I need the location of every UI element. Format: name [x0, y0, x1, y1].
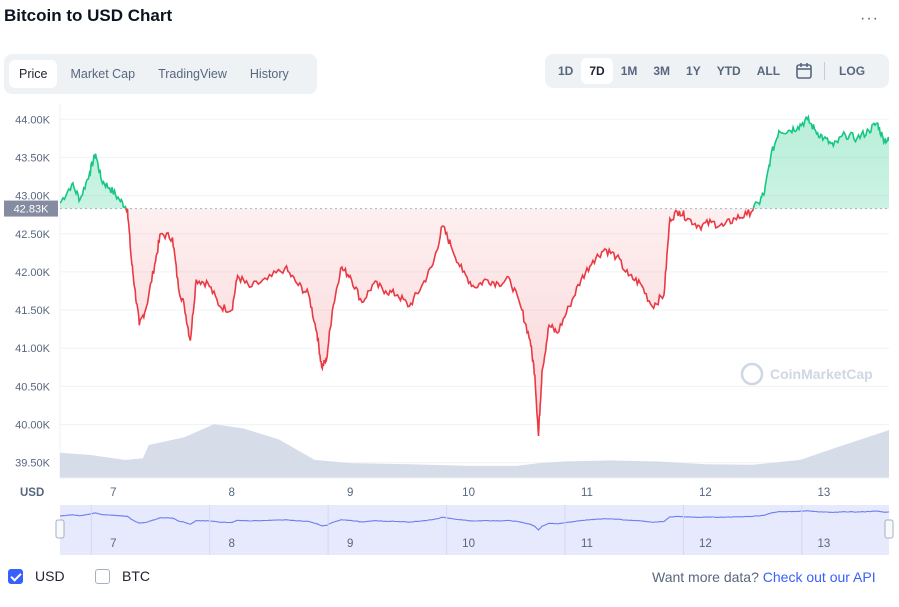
tab-market-cap[interactable]: Market Cap — [70, 67, 136, 81]
y-tick-label: 43.00K — [15, 191, 51, 203]
range-1d-button[interactable]: 1D — [558, 64, 574, 78]
y-tick-label: 41.00K — [15, 343, 51, 355]
x-tick-label: 7 — [110, 487, 116, 499]
tab-history[interactable]: History — [249, 67, 289, 81]
navigator-background — [60, 505, 889, 555]
navigator-label: 9 — [347, 538, 353, 550]
usd-label: USD — [35, 568, 65, 584]
y-tick-label: 44.00K — [15, 114, 51, 126]
x-tick-label: 13 — [817, 487, 830, 499]
navigator-label: 10 — [462, 538, 475, 550]
api-prompt-text: Want more data? — [652, 569, 759, 585]
usd-option[interactable]: USD — [8, 568, 65, 584]
navigator-label: 13 — [817, 538, 830, 550]
calendar-icon[interactable] — [794, 61, 814, 81]
api-prompt: Want more data? Check out our API — [652, 569, 876, 585]
x-tick-label: 11 — [581, 487, 593, 499]
range-1m-button[interactable]: 1M — [620, 64, 638, 78]
x-tick-label: 8 — [229, 487, 235, 499]
more-options-icon[interactable]: ··· — [860, 10, 879, 27]
watermark-text: CoinMarketCap — [770, 366, 873, 382]
y-tick-label: 39.50K — [15, 458, 51, 470]
range-3m-button[interactable]: 3M — [653, 64, 671, 78]
currency-axis-label: USD — [20, 487, 44, 499]
y-tick-label: 43.50K — [15, 152, 51, 164]
btc-checkbox[interactable] — [95, 568, 110, 584]
range-7d-button[interactable]: 7D — [581, 58, 613, 84]
y-tick-label: 42.50K — [15, 229, 51, 241]
x-tick-label: 9 — [347, 487, 353, 499]
chart-type-tabs: Price Market Cap TradingView History — [4, 54, 317, 94]
range-ytd-button[interactable]: YTD — [716, 64, 741, 78]
usd-checkbox[interactable] — [8, 568, 23, 584]
volume-area — [60, 424, 889, 478]
navigator-label: 11 — [581, 538, 593, 550]
navigator-left-handle[interactable] — [55, 519, 65, 539]
tab-tradingview[interactable]: TradingView — [158, 67, 227, 81]
y-tick-label: 41.50K — [15, 305, 51, 317]
reference-label: 42.83K — [14, 204, 50, 216]
btc-option[interactable]: BTC — [95, 568, 150, 584]
range-1y-button[interactable]: 1Y — [686, 64, 701, 78]
tab-price[interactable]: Price — [9, 60, 58, 88]
watermark: CoinMarketCap — [740, 362, 873, 386]
x-tick-label: 12 — [699, 487, 712, 499]
btc-label: BTC — [122, 568, 150, 584]
x-tick-label: 10 — [462, 487, 475, 499]
price-line-down — [125, 208, 755, 437]
y-tick-label: 42.00K — [15, 267, 51, 279]
range-all-button[interactable]: ALL — [756, 64, 781, 78]
divider — [824, 62, 826, 80]
navigator-right-handle[interactable] — [884, 519, 894, 539]
price-area-down — [125, 208, 754, 436]
time-range-selector: 1D 7D 1M 3M 1Y YTD ALL LOG — [545, 54, 889, 88]
navigator-line — [59, 510, 890, 531]
navigator-label: 8 — [229, 538, 235, 550]
log-scale-button[interactable]: LOG — [839, 64, 866, 78]
y-tick-label: 40.50K — [15, 381, 51, 393]
watermark-logo-icon — [740, 362, 764, 386]
page-title: Bitcoin to USD Chart — [4, 6, 173, 25]
reference-badge — [4, 200, 58, 217]
api-link[interactable]: Check out our API — [762, 569, 876, 585]
price-area-up — [60, 116, 889, 209]
navigator-label: 7 — [110, 538, 116, 550]
price-chart[interactable]: 44.00K 43.50K 43.00K 42.50K 42.00K 41.50K 41.0… — [0, 0, 899, 560]
navigator-label: 12 — [699, 538, 712, 550]
price-line-up — [60, 114, 889, 209]
y-tick-label: 40.00K — [15, 420, 51, 432]
